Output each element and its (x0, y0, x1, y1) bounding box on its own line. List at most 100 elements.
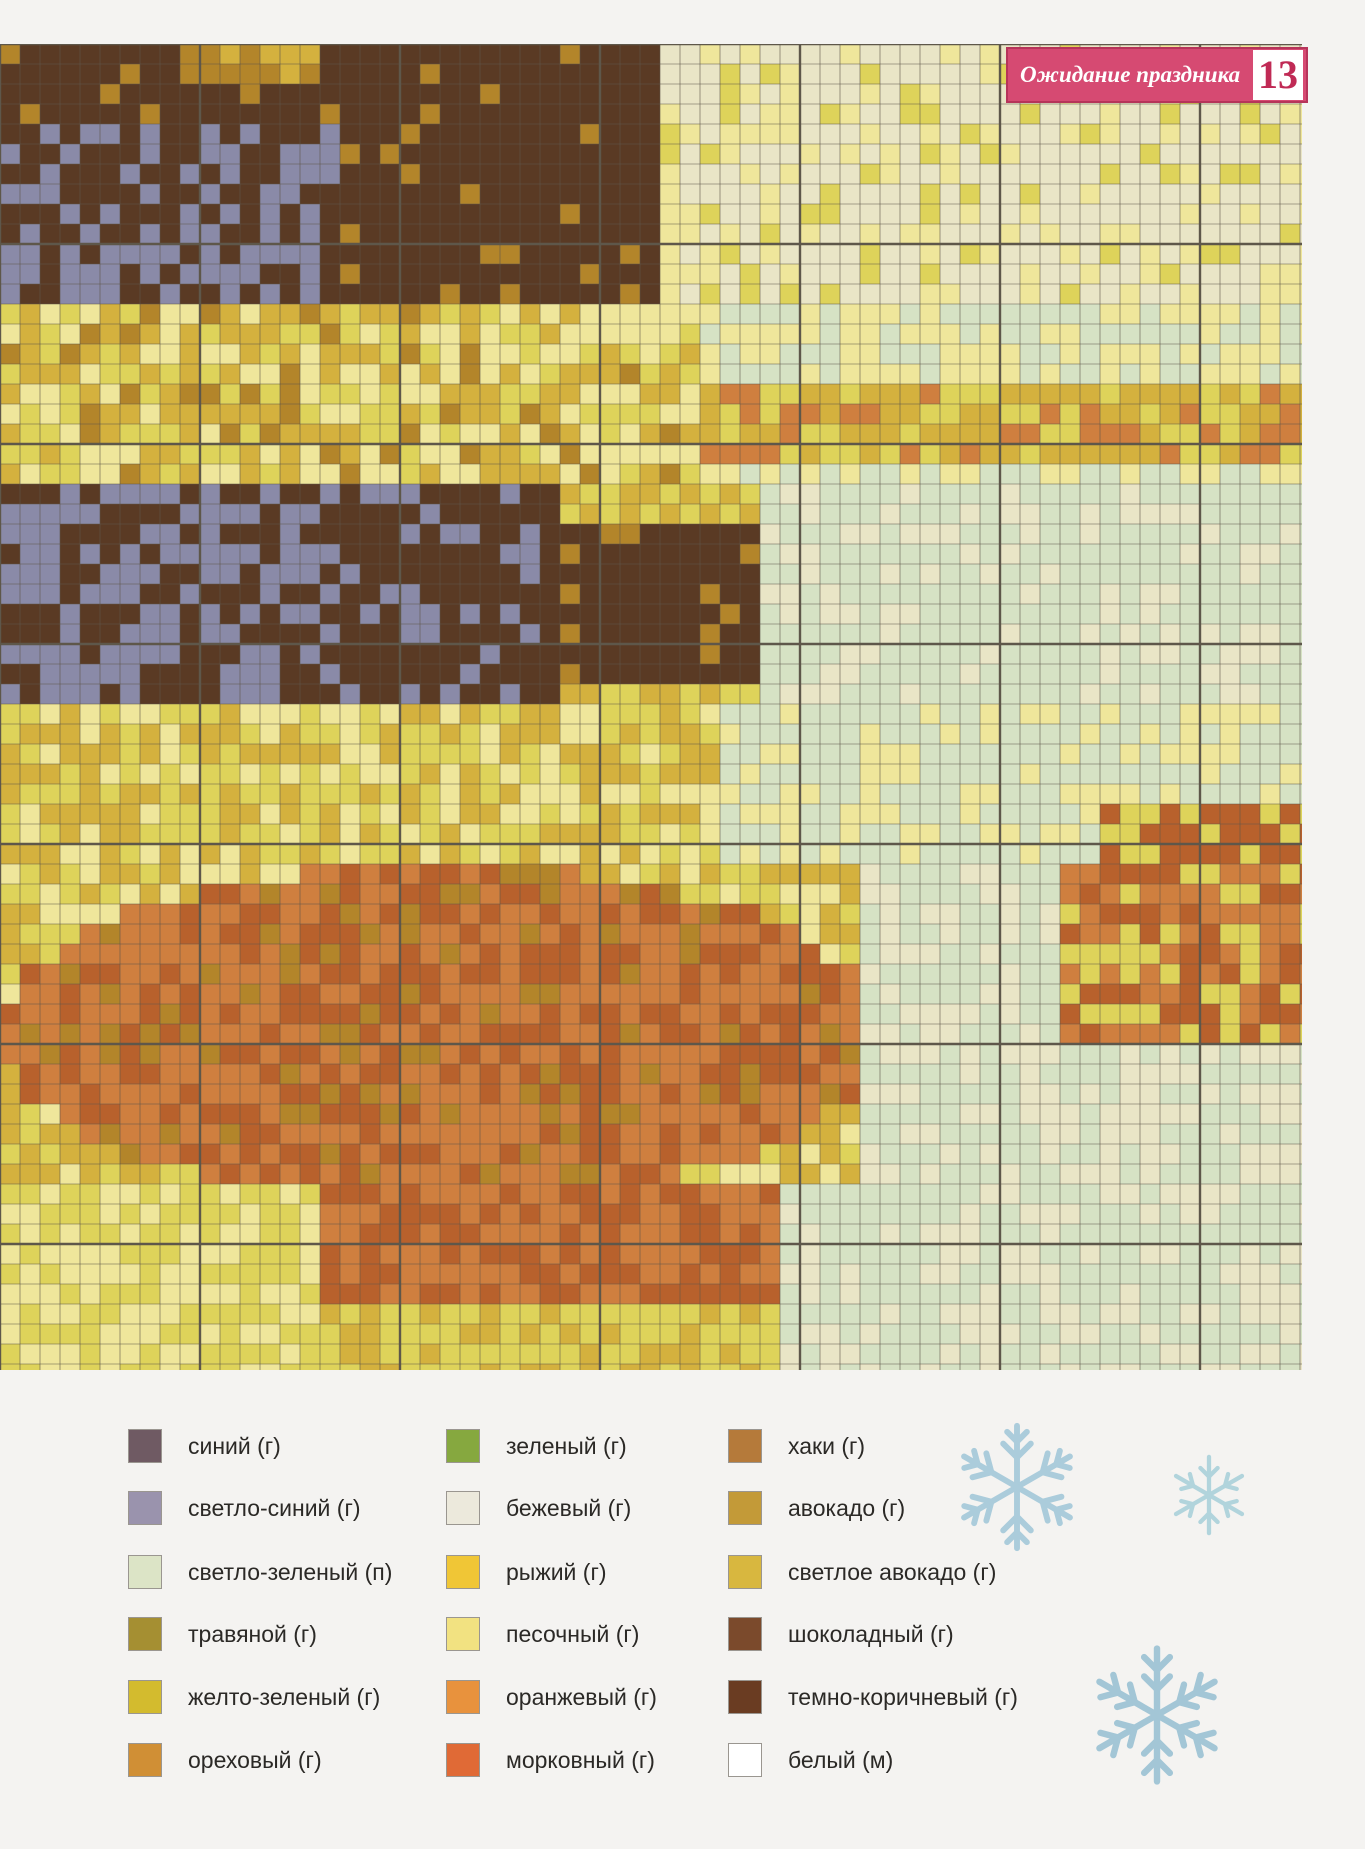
pattern-cell (120, 624, 140, 644)
pattern-cell (120, 1144, 140, 1164)
legend-item: оранжевый (г) (446, 1677, 657, 1717)
pattern-cell (100, 1244, 120, 1264)
pattern-cell (640, 724, 660, 744)
pattern-cell (180, 784, 200, 804)
pattern-cell (300, 464, 320, 484)
pattern-cell (680, 964, 700, 984)
pattern-cell (960, 1324, 980, 1344)
pattern-cell (1100, 704, 1120, 724)
pattern-cell (320, 524, 340, 544)
pattern-cell (840, 664, 860, 684)
pattern-cell (1000, 484, 1020, 504)
pattern-cell (1080, 484, 1100, 504)
pattern-cell (700, 344, 720, 364)
pattern-cell (1000, 584, 1020, 604)
pattern-cell (260, 984, 280, 1004)
pattern-cell (1220, 1284, 1240, 1304)
pattern-cell (800, 44, 820, 64)
pattern-cell (300, 104, 320, 124)
pattern-cell (760, 584, 780, 604)
pattern-cell (720, 324, 740, 344)
pattern-cell (620, 224, 640, 244)
pattern-cell (1000, 544, 1020, 564)
pattern-cell (460, 224, 480, 244)
pattern-cell (640, 684, 660, 704)
pattern-cell (860, 944, 880, 964)
pattern-cell (20, 284, 40, 304)
pattern-cell (420, 964, 440, 984)
pattern-cell (1180, 764, 1200, 784)
pattern-cell (480, 944, 500, 964)
pattern-cell (420, 804, 440, 824)
pattern-cell (740, 1304, 760, 1324)
pattern-cell (480, 44, 500, 64)
pattern-cell (260, 884, 280, 904)
pattern-cell (360, 644, 380, 664)
pattern-cell (80, 224, 100, 244)
pattern-cell (560, 364, 580, 384)
pattern-cell (720, 864, 740, 884)
pattern-cell (680, 524, 700, 544)
pattern-cell (220, 1284, 240, 1304)
pattern-cell (0, 704, 20, 724)
pattern-cell (1200, 124, 1220, 144)
pattern-cell (160, 324, 180, 344)
pattern-cell (1280, 304, 1300, 324)
pattern-cell (1200, 1044, 1220, 1064)
pattern-cell (1260, 1344, 1280, 1364)
pattern-cell (560, 784, 580, 804)
pattern-cell (1040, 464, 1060, 484)
pattern-cell (660, 84, 680, 104)
pattern-cell (300, 484, 320, 504)
pattern-cell (1280, 1024, 1300, 1044)
pattern-cell (1080, 364, 1100, 384)
pattern-cell (460, 844, 480, 864)
pattern-cell (900, 944, 920, 964)
pattern-cell (640, 1304, 660, 1324)
pattern-cell (520, 1144, 540, 1164)
pattern-cell (1120, 1144, 1140, 1164)
pattern-cell (380, 1144, 400, 1164)
pattern-cell (1180, 604, 1200, 624)
pattern-cell (1040, 1224, 1060, 1244)
pattern-cell (440, 344, 460, 364)
pattern-cell (1180, 1044, 1200, 1064)
pattern-cell (1080, 844, 1100, 864)
pattern-cell (520, 1344, 540, 1364)
pattern-cell (100, 1164, 120, 1184)
pattern-cell (1220, 884, 1240, 904)
pattern-cell (640, 1104, 660, 1124)
pattern-cell (180, 1284, 200, 1304)
pattern-cell (120, 344, 140, 364)
pattern-cell (980, 544, 1000, 564)
pattern-cell (320, 1184, 340, 1204)
pattern-cell (400, 204, 420, 224)
pattern-cell (340, 204, 360, 224)
legend-label: шоколадный (г) (788, 1620, 954, 1647)
pattern-cell (1000, 304, 1020, 324)
pattern-cell (740, 264, 760, 284)
pattern-cell (840, 1084, 860, 1104)
pattern-cell (1100, 1144, 1120, 1164)
pattern-cell (740, 564, 760, 584)
pattern-cell (180, 724, 200, 744)
pattern-cell (1200, 164, 1220, 184)
pattern-cell (1180, 724, 1200, 744)
pattern-cell (220, 1024, 240, 1044)
pattern-cell (760, 1004, 780, 1024)
pattern-cell (780, 544, 800, 564)
pattern-cell (240, 244, 260, 264)
pattern-cell (1180, 184, 1200, 204)
pattern-cell (900, 784, 920, 804)
pattern-cell (1120, 264, 1140, 284)
pattern-cell (460, 1164, 480, 1184)
pattern-cell (1040, 924, 1060, 944)
pattern-cell (1240, 1364, 1260, 1370)
pattern-cell (600, 584, 620, 604)
pattern-cell (340, 344, 360, 364)
pattern-cell (340, 384, 360, 404)
pattern-cell (380, 1244, 400, 1264)
pattern-cell (360, 1304, 380, 1324)
pattern-cell (980, 1144, 1000, 1164)
pattern-cell (1280, 184, 1300, 204)
